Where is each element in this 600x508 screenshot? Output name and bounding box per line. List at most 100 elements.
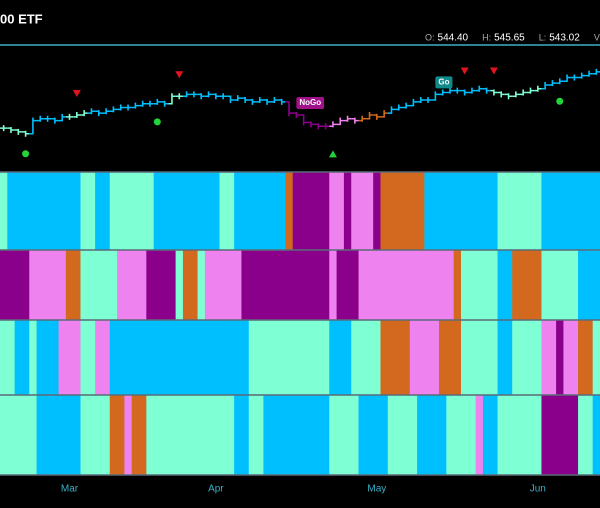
heatmap-cell xyxy=(548,250,557,320)
heatmap-cell xyxy=(124,320,133,395)
heatmap-cell xyxy=(468,250,477,320)
price-bar xyxy=(592,68,600,75)
heatmap-cell xyxy=(460,320,469,395)
heatmap-cell xyxy=(336,172,345,250)
price-bar xyxy=(563,74,571,83)
price-bar xyxy=(95,110,103,117)
heatmap-cell xyxy=(475,172,484,250)
signal-dot xyxy=(153,118,161,126)
heatmap-cell xyxy=(307,172,316,250)
heatmap-cell xyxy=(14,320,23,395)
x-tick-label: Jun xyxy=(530,484,546,495)
price-bar xyxy=(402,102,410,109)
heatmap-cell xyxy=(95,172,103,250)
price-bar xyxy=(548,80,557,87)
price-bar xyxy=(292,112,300,118)
heatmap-cell xyxy=(504,320,513,395)
price-bar xyxy=(124,104,132,111)
annotation-box xyxy=(296,97,325,109)
heatmap-cell xyxy=(226,172,235,250)
heatmap-cell xyxy=(226,250,235,320)
price-bar xyxy=(336,117,344,126)
heatmap-cell xyxy=(578,250,586,320)
heatmap-cell xyxy=(548,172,557,250)
heatmap-cell xyxy=(241,395,250,475)
heatmap-cell xyxy=(139,172,147,250)
heatmap-cell xyxy=(409,395,418,475)
heatmap-cell xyxy=(519,395,528,475)
heatmap-cell xyxy=(73,172,81,250)
heatmap-cell xyxy=(0,250,8,320)
heatmap-cell xyxy=(182,172,191,250)
price-bar xyxy=(270,97,279,103)
heatmap-cell xyxy=(58,320,67,395)
heatmap-cell xyxy=(256,172,264,250)
heatmap-cell xyxy=(417,395,425,475)
heatmap-cell xyxy=(80,172,89,250)
heatmap-cell xyxy=(58,250,67,320)
heatmap-cell xyxy=(512,395,520,475)
heatmap-cell xyxy=(175,320,184,395)
price-bar xyxy=(234,95,242,102)
price-bar xyxy=(263,98,271,105)
heatmap-cell xyxy=(570,250,579,320)
heatmap-cell xyxy=(373,320,381,395)
price-bar xyxy=(285,101,293,117)
heatmap-cell xyxy=(431,250,440,320)
heatmap-cell xyxy=(109,250,118,320)
heatmap-cell xyxy=(29,320,37,395)
heatmap-cell xyxy=(453,395,462,475)
heatmap-cell xyxy=(219,172,228,250)
heatmap-cell xyxy=(241,172,250,250)
heatmap-cell xyxy=(541,320,550,395)
signal-down xyxy=(175,71,184,79)
heatmap-cell xyxy=(512,320,520,395)
heatmap-cell xyxy=(556,395,564,475)
heatmap-cell xyxy=(204,395,213,475)
price-bar xyxy=(241,97,249,103)
heatmap-cell xyxy=(336,395,345,475)
heatmap-cell xyxy=(292,250,301,320)
heatmap-cell xyxy=(365,395,374,475)
heatmap-cell xyxy=(417,320,425,395)
heatmap-cell xyxy=(300,320,308,395)
heatmap-cell xyxy=(373,395,381,475)
heatmap-cell xyxy=(124,250,133,320)
price-bar xyxy=(424,97,432,103)
heatmap-cell xyxy=(7,395,16,475)
heatmap-cell xyxy=(58,172,67,250)
price-bar xyxy=(570,74,579,81)
heatmap-cell xyxy=(504,395,513,475)
heatmap-cell xyxy=(14,395,23,475)
heatmap-cell xyxy=(7,320,16,395)
price-bar xyxy=(460,89,469,96)
heatmap-cell xyxy=(29,172,37,250)
heatmap-cell xyxy=(329,320,337,395)
ohlcv-label: L: xyxy=(539,32,547,42)
heatmap-cell xyxy=(358,395,367,475)
price-bar xyxy=(212,93,220,100)
price-bar xyxy=(43,115,52,122)
heatmap-cell xyxy=(329,395,337,475)
annotation-label: Go xyxy=(438,77,449,86)
heatmap-cell xyxy=(402,395,411,475)
price-bar xyxy=(373,113,381,120)
heatmap-cell xyxy=(307,320,316,395)
heatmap-cell xyxy=(365,320,374,395)
x-tick-label: Mar xyxy=(61,484,79,495)
heatmap-cell xyxy=(270,172,279,250)
heatmap-cell xyxy=(278,320,286,395)
heatmap-cell xyxy=(387,250,396,320)
heatmap-cell xyxy=(358,172,367,250)
heatmap-cell xyxy=(431,320,440,395)
heatmap-cell xyxy=(87,320,96,395)
heatmap-cell xyxy=(0,395,8,475)
heatmap-cell xyxy=(139,250,147,320)
heatmap-cell xyxy=(292,320,301,395)
heatmap-cell xyxy=(285,250,294,320)
price-bar xyxy=(519,89,527,96)
heatmap-cell xyxy=(80,395,89,475)
heatmap-cell xyxy=(197,250,206,320)
heatmap-cell xyxy=(585,250,594,320)
chart-title: 00 ETF xyxy=(0,11,43,26)
